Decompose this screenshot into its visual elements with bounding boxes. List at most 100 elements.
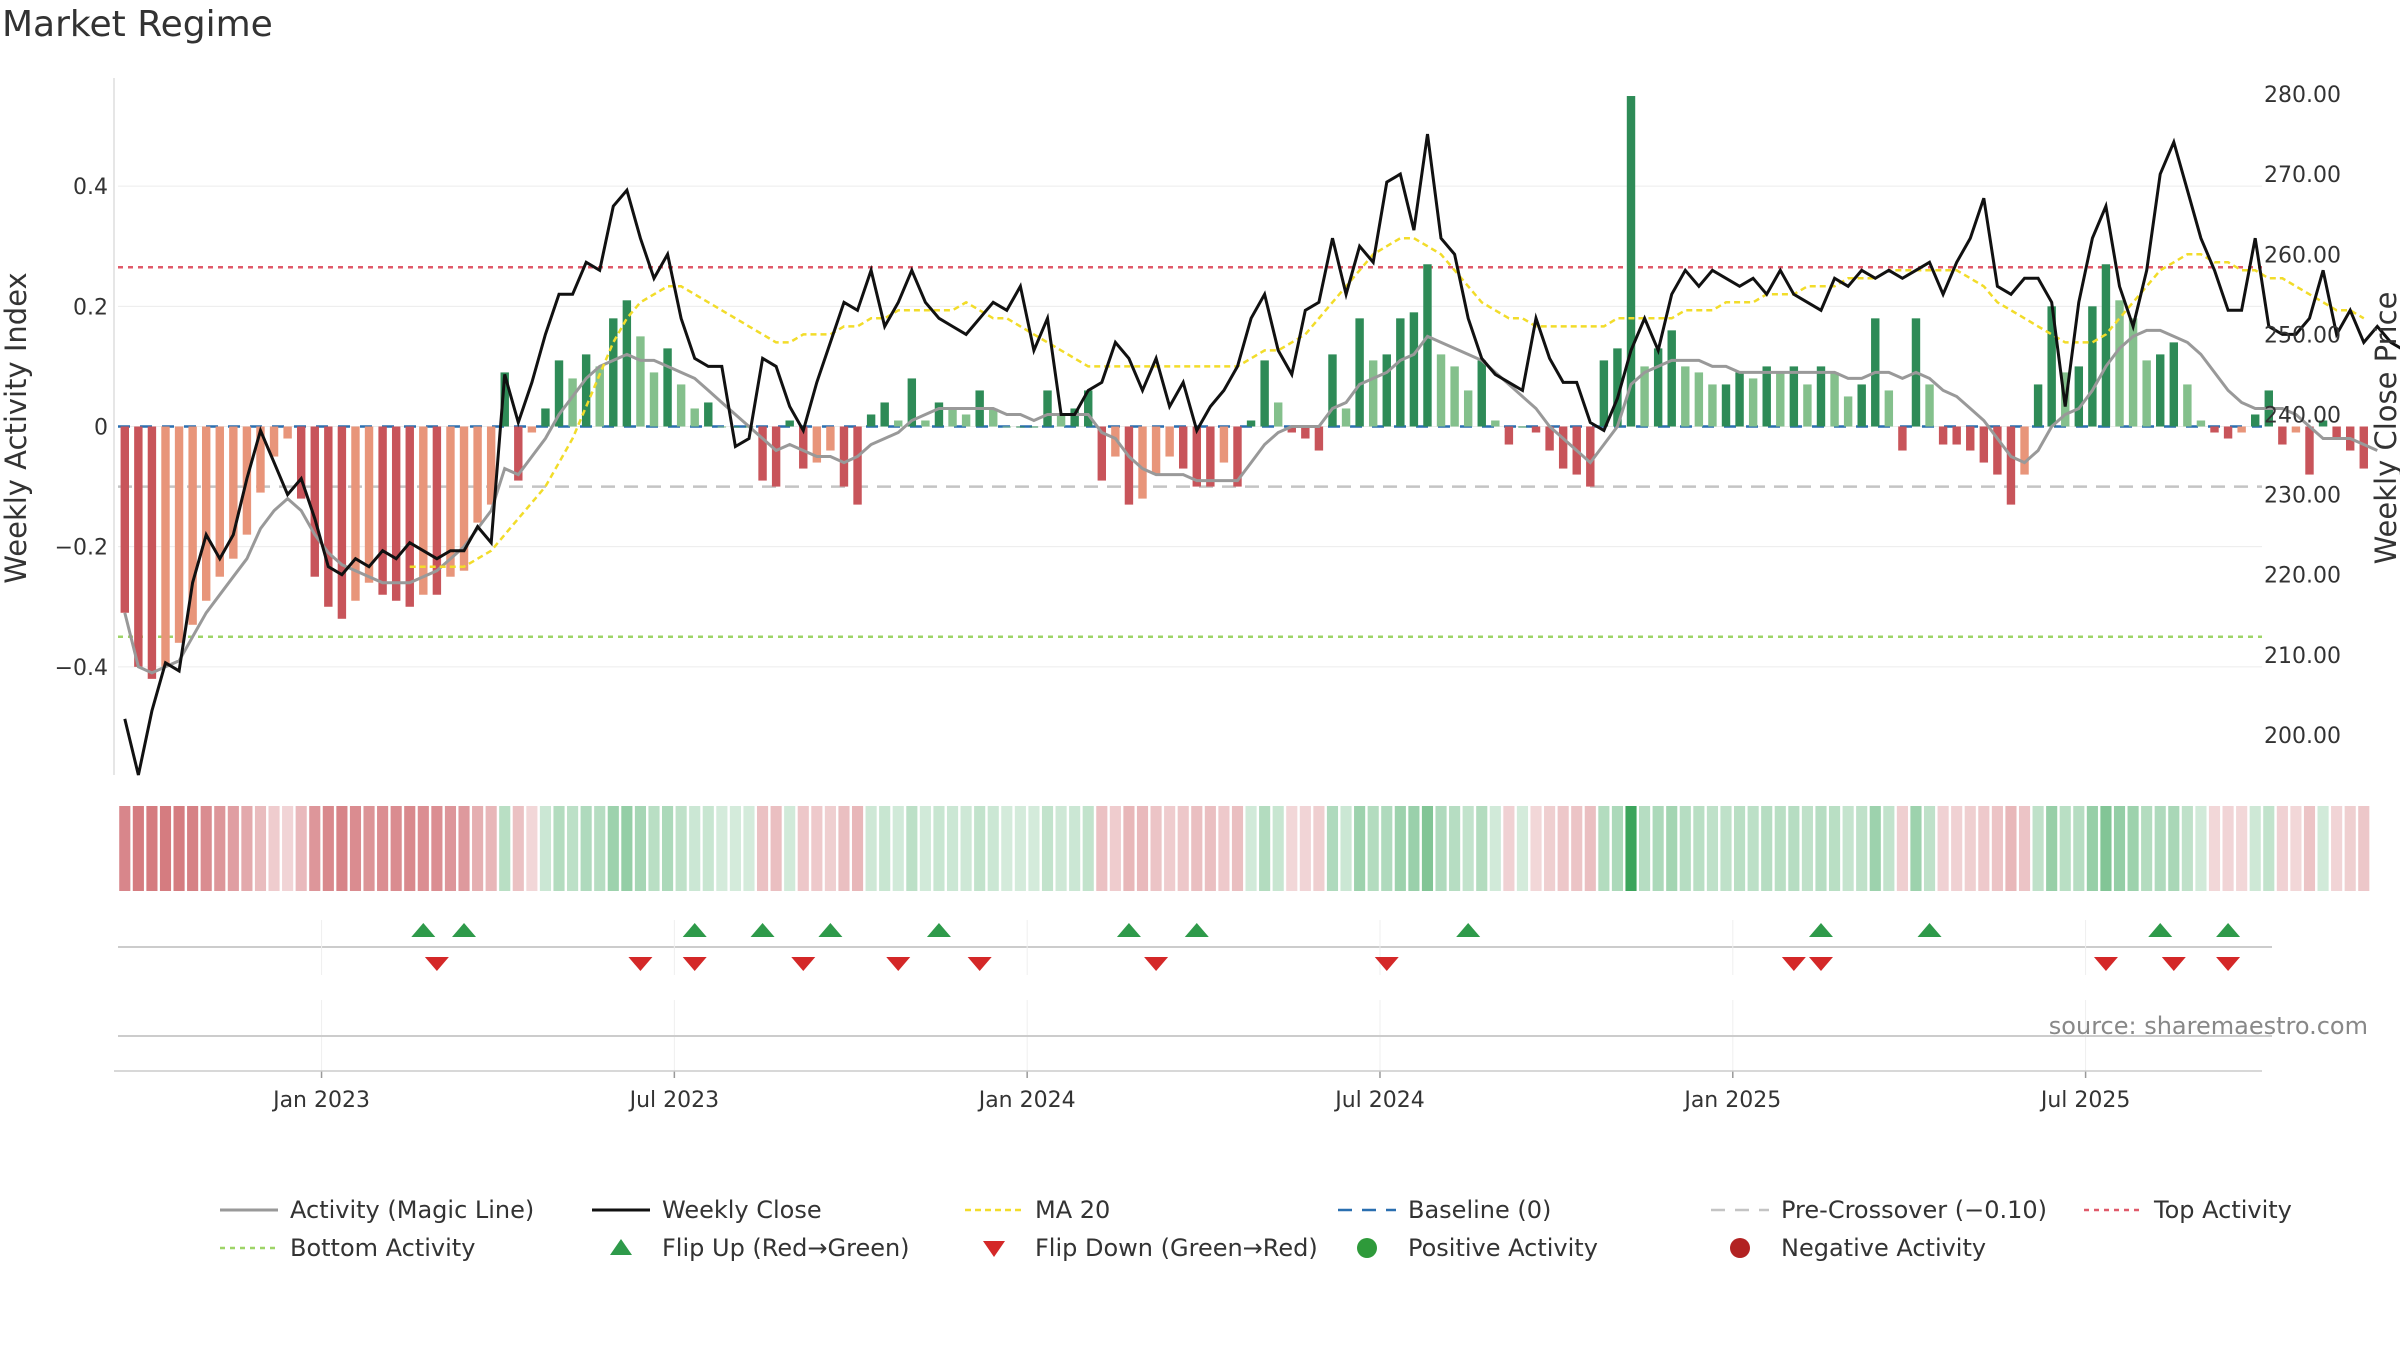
- x-tick-label: Jul 2023: [628, 1088, 720, 1113]
- activity-bar: [1450, 366, 1459, 427]
- regime-cell: [390, 806, 402, 891]
- activity-bar: [1776, 372, 1785, 427]
- regime-cell: [2141, 806, 2153, 891]
- activity-bar: [514, 426, 523, 481]
- activity-bar: [812, 426, 822, 463]
- regime-cell: [1788, 806, 1800, 891]
- regime-cell: [1706, 806, 1718, 891]
- activity-bar: [2196, 420, 2206, 427]
- regime-cell: [1544, 806, 1556, 891]
- activity-bar: [1463, 390, 1473, 427]
- regime-cell: [1408, 806, 1420, 891]
- legend-label: Baseline (0): [1408, 1196, 1551, 1224]
- regime-cell: [431, 806, 443, 891]
- regime-cell: [2073, 806, 2085, 891]
- regime-cell: [1530, 806, 1542, 891]
- activity-bar: [1816, 366, 1826, 427]
- regime-cell: [1218, 806, 1230, 891]
- activity-bar: [1626, 96, 1636, 427]
- source-label: source: sharemaestro.com: [2049, 1012, 2368, 1040]
- flip-down-marker: [2161, 957, 2186, 971]
- y-tick-right: 210.00: [2264, 644, 2341, 669]
- legend-swatch: [1357, 1238, 1377, 1258]
- regime-cell: [756, 806, 769, 891]
- activity-bar: [473, 426, 482, 523]
- activity-bar: [2210, 426, 2219, 433]
- activity-bar: [2088, 306, 2097, 427]
- activity-bar: [649, 372, 659, 427]
- activity-bar: [1966, 426, 1975, 451]
- regime-cell: [2127, 806, 2139, 891]
- regime-cell: [2168, 806, 2180, 891]
- activity-bar: [2006, 426, 2016, 505]
- activity-bar: [853, 426, 862, 505]
- regime-cell: [1231, 806, 1244, 891]
- regime-cell: [987, 806, 999, 891]
- regime-cell: [1204, 806, 1216, 891]
- activity-bar: [1884, 390, 1894, 427]
- legend-item: Top Activity: [2084, 1196, 2292, 1224]
- regime-cell: [906, 806, 918, 891]
- regime-cell: [282, 806, 294, 891]
- regime-cell: [770, 806, 782, 891]
- activity-bar: [771, 426, 781, 487]
- regime-cell: [580, 806, 592, 891]
- activity-bar: [609, 318, 618, 427]
- regime-cell: [2154, 806, 2166, 891]
- regime-cell: [512, 806, 524, 891]
- regime-cell: [295, 806, 307, 891]
- x-tick-label: Jan 2024: [977, 1088, 1076, 1113]
- regime-cell: [689, 806, 701, 891]
- activity-bar: [1979, 426, 1989, 463]
- legend-swatch: [983, 1241, 1005, 1257]
- regime-cell: [960, 806, 972, 891]
- flip-down-marker: [2093, 957, 2118, 971]
- activity-bar: [1925, 384, 1934, 427]
- legend-item: Weekly Close: [592, 1196, 822, 1224]
- regime-cell: [1191, 806, 1203, 891]
- activity-bar: [1246, 420, 1256, 427]
- regime-cell: [2086, 806, 2098, 891]
- activity-bar: [1368, 360, 1378, 427]
- regime-cell: [404, 806, 416, 891]
- regime-cell: [349, 806, 362, 891]
- regime-cell: [865, 806, 877, 891]
- regime-cell: [2290, 806, 2302, 891]
- activity-bar: [1273, 402, 1283, 427]
- regime-cell: [1123, 806, 1135, 891]
- regime-cell: [1326, 806, 1339, 891]
- legend-swatch: [1730, 1238, 1750, 1258]
- flip-up-marker: [1184, 923, 1209, 937]
- legend-item: Activity (Magic Line): [220, 1196, 534, 1224]
- regime-cell: [1951, 806, 1963, 891]
- activity-bar: [758, 426, 767, 481]
- regime-cell: [526, 806, 538, 891]
- regime-cell: [377, 806, 389, 891]
- activity-bar: [1667, 330, 1676, 427]
- activity-bar: [1206, 426, 1215, 487]
- regime-cell: [254, 806, 267, 891]
- weekly-close-line: [123, 133, 2400, 776]
- regime-cell: [1761, 806, 1773, 891]
- activity-bar: [283, 426, 292, 439]
- regime-cell: [1679, 806, 1691, 891]
- activity-bar: [1681, 366, 1690, 427]
- regime-cell: [417, 806, 429, 891]
- legend-item: Bottom Activity: [220, 1234, 475, 1262]
- regime-cell: [1883, 806, 1895, 891]
- regime-cell: [1557, 806, 1569, 891]
- regime-cell: [363, 806, 375, 891]
- activity-bar: [378, 426, 387, 595]
- regime-cell: [1082, 806, 1094, 891]
- activity-bar: [1097, 426, 1107, 481]
- regime-strip: [119, 806, 2370, 891]
- activity-bar: [1179, 426, 1188, 469]
- series-lines: [123, 133, 2400, 776]
- activity-bar: [1708, 384, 1717, 427]
- activity-bar: [2183, 384, 2192, 427]
- activity-bar: [2278, 426, 2287, 445]
- regime-cell: [1164, 806, 1176, 891]
- activity-bar: [622, 300, 632, 427]
- regime-cell: [594, 806, 606, 891]
- activity-bar: [324, 426, 333, 607]
